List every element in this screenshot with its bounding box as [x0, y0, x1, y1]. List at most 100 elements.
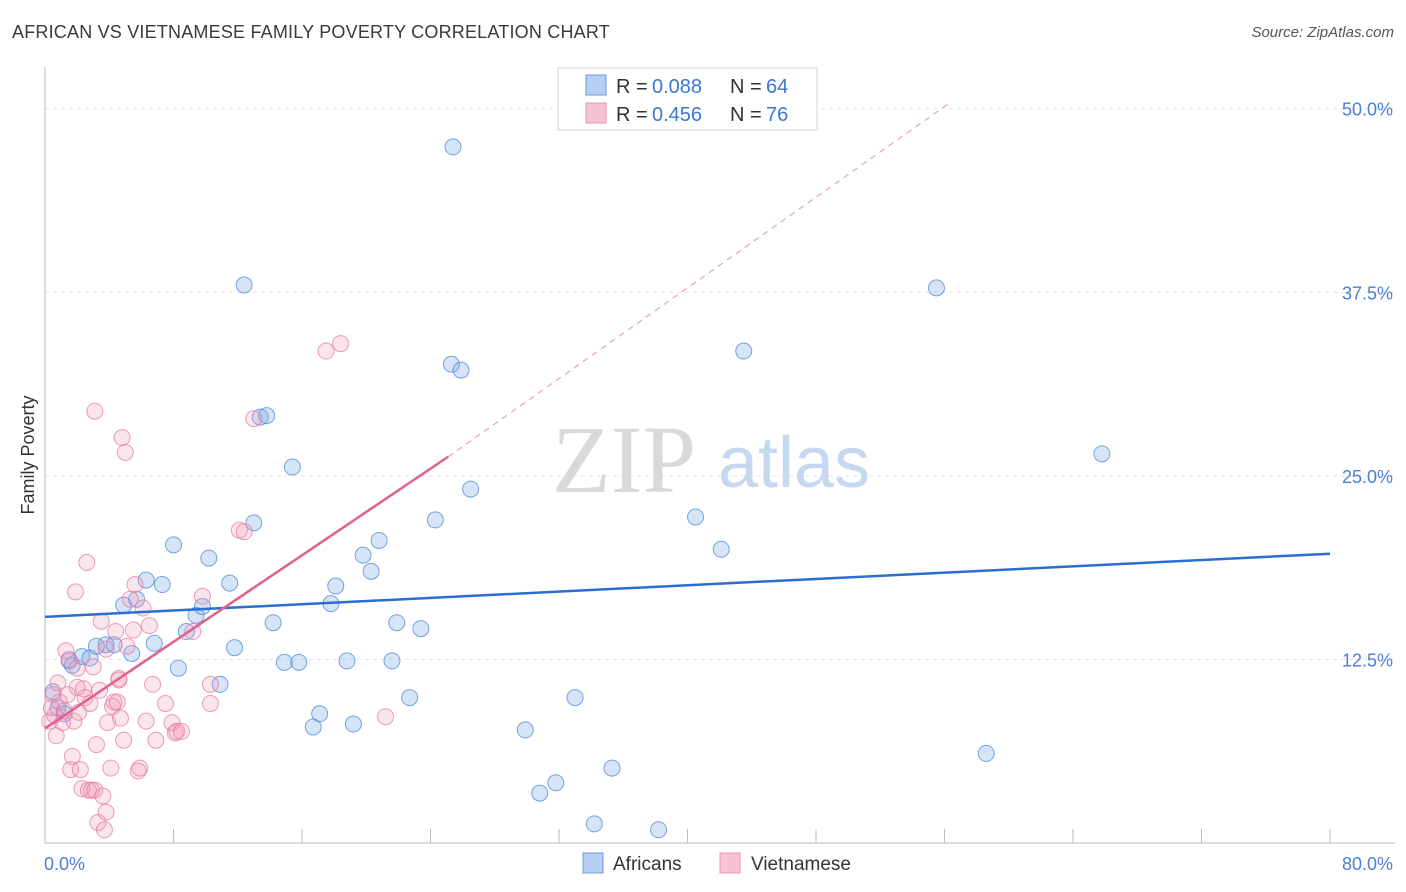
- vietnamese-point: [102, 759, 120, 777]
- africans-point: [388, 614, 406, 632]
- africans-point: [169, 659, 187, 677]
- africans-point: [462, 480, 480, 498]
- africans-point: [354, 546, 372, 564]
- africans-point: [516, 721, 534, 739]
- vietnamese-point: [193, 587, 211, 605]
- vietnamese-point: [131, 759, 149, 777]
- vietnamese-point: [134, 599, 152, 617]
- vietnamese-point: [126, 576, 144, 594]
- bottom-legend-swatch-vietnamese: [719, 852, 741, 874]
- africans-point: [187, 606, 205, 624]
- africans-trend-line: [44, 552, 1331, 619]
- vietnamese-point: [137, 712, 155, 730]
- y-tick-label: 37.5%: [1342, 283, 1393, 303]
- vietnamese-point: [99, 714, 117, 732]
- y-axis-title: Family Poverty: [18, 395, 38, 514]
- africans-point: [401, 689, 419, 707]
- legend-r-value-1: 0.088: [652, 76, 702, 98]
- africans-point: [383, 652, 401, 670]
- vietnamese-point: [68, 659, 86, 677]
- africans-point: [264, 614, 282, 632]
- africans-point: [153, 576, 171, 594]
- africans-point: [603, 759, 621, 777]
- vietnamese-point: [163, 714, 181, 732]
- africans-point: [193, 598, 211, 616]
- points-layer: [41, 138, 1111, 839]
- vietnamese-point: [49, 674, 67, 692]
- legend-n-label-1: N =: [730, 76, 762, 98]
- vietnamese-point: [97, 803, 115, 821]
- vietnamese-point: [113, 429, 131, 447]
- vietnamese-point: [156, 694, 174, 712]
- vietnamese-point: [144, 675, 162, 693]
- y-tick-label: 50.0%: [1342, 100, 1393, 120]
- africans-point: [338, 652, 356, 670]
- africans-point: [290, 653, 308, 671]
- vietnamese-point: [377, 708, 395, 726]
- africans-point: [735, 342, 753, 360]
- africans-point: [275, 653, 293, 671]
- legend-r-value-2: 0.456: [652, 104, 702, 126]
- vietnamese-point: [62, 761, 80, 779]
- vietnamese-point: [57, 642, 75, 660]
- legend-r-label-2: R =: [616, 104, 648, 126]
- chart-title: AFRICAN VS VIETNAMESE FAMILY POVERTY COR…: [12, 22, 610, 42]
- vietnamese-point: [317, 342, 335, 360]
- vietnamese-point: [116, 443, 134, 461]
- vietnamese-trend-line: [44, 455, 449, 730]
- africans-point: [412, 620, 430, 638]
- bottom-legend-africans: Africans: [613, 854, 682, 875]
- vietnamese-point: [68, 678, 86, 696]
- grid-layer: [45, 108, 1395, 660]
- top-legend: R = 0.088 N = 64 R = 0.456 N = 76: [557, 67, 818, 131]
- africans-point: [927, 279, 945, 297]
- africans-point: [283, 458, 301, 476]
- vietnamese-trend-extension: [447, 103, 949, 458]
- vietnamese-point: [129, 762, 147, 780]
- africans-point: [442, 355, 460, 373]
- africans-point: [258, 407, 276, 425]
- africans-point: [211, 675, 229, 693]
- vietnamese-point: [115, 731, 133, 749]
- vietnamese-point: [235, 523, 253, 541]
- watermark-zip: ZIP: [552, 406, 696, 513]
- bottom-legend: Africans Vietnamese: [582, 852, 851, 875]
- africans-point: [977, 744, 995, 762]
- africans-point: [531, 784, 549, 802]
- legend-n-label-2: N =: [730, 104, 762, 126]
- africans-point: [585, 815, 603, 833]
- vietnamese-point: [118, 637, 136, 655]
- vietnamese-point: [168, 722, 186, 740]
- africans-point: [137, 571, 155, 589]
- vietnamese-point: [86, 402, 104, 420]
- africans-point: [547, 774, 565, 792]
- africans-point: [145, 634, 163, 652]
- africans-point: [452, 361, 470, 379]
- vietnamese-point: [95, 821, 113, 839]
- axis-layer: [44, 67, 1395, 844]
- vietnamese-point: [94, 787, 112, 805]
- africans-point: [687, 508, 705, 526]
- vietnamese-point: [245, 410, 263, 428]
- vietnamese-point: [107, 623, 125, 641]
- watermark-atlas: atlas: [718, 423, 870, 503]
- legend-r-label-1: R =: [616, 76, 648, 98]
- vietnamese-point: [97, 640, 115, 658]
- vietnamese-point: [201, 694, 219, 712]
- x-tick-label-min: 0.0%: [44, 854, 85, 874]
- source-note: Source: ZipAtlas.com: [1251, 24, 1394, 41]
- africans-point: [1093, 445, 1111, 463]
- africans-point: [370, 531, 388, 549]
- vietnamese-point: [173, 722, 191, 740]
- africans-point: [444, 138, 462, 156]
- bottom-legend-vietnamese: Vietnamese: [751, 854, 851, 875]
- africans-point: [226, 639, 244, 657]
- africans-point: [128, 590, 146, 608]
- tick-label-layer: 12.5% 25.0% 37.5% 50.0% 0.0% 80.0%: [44, 100, 1393, 874]
- vietnamese-point: [201, 675, 219, 693]
- africans-point: [235, 276, 253, 294]
- vietnamese-point: [67, 583, 85, 601]
- africans-point: [105, 636, 123, 654]
- bottom-legend-swatch-africans: [582, 852, 604, 874]
- watermark: ZIP atlas: [552, 406, 870, 513]
